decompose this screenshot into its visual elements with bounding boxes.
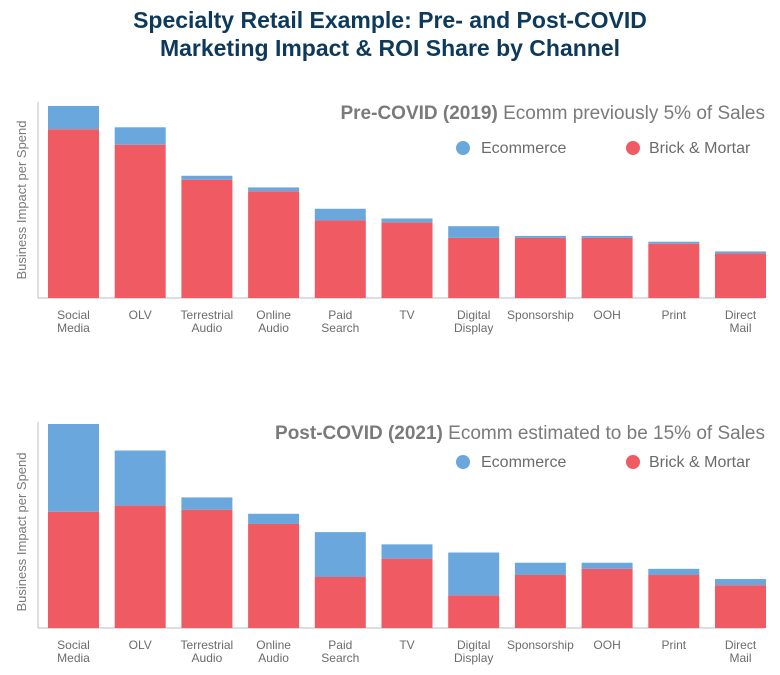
chart2-tick-label-direct-mail-line2: Mail bbox=[729, 651, 751, 665]
chart1-bar-ecommerce-sponsorship bbox=[514, 235, 566, 238]
chart1-bar-brick-mortar-online-audio bbox=[248, 191, 300, 298]
chart2-legend-ecommerce-label: Ecommerce bbox=[481, 454, 566, 471]
chart1-tick-label-digital-display-line1: Digital bbox=[457, 308, 490, 322]
chart2-tick-label-online-audio-line1: Online bbox=[256, 638, 291, 652]
chart1-tick-label-ooh: OOH bbox=[593, 308, 620, 322]
chart2-subtitle-bold: Post-COVID (2021) bbox=[275, 423, 448, 444]
chart1-tick-label-sponsorship: Sponsorship bbox=[507, 308, 574, 322]
chart1-tick-label-olv: OLV bbox=[129, 308, 152, 322]
chart1-bar-ecommerce-terrestrial-audio bbox=[181, 175, 233, 180]
chart1-bar-brick-mortar-ooh bbox=[581, 237, 633, 298]
chart2-tick-label-terrestrial-audio-line2: Audio bbox=[192, 651, 223, 665]
chart2-tick-label-digital-display-line2: Display bbox=[454, 651, 493, 665]
chart2-bar-brick-mortar-social-media bbox=[48, 511, 99, 628]
chart2-bar-ecommerce-olv bbox=[114, 450, 166, 506]
chart1-bar-brick-mortar-tv bbox=[381, 222, 433, 298]
chart2-tick-label-tv: TV bbox=[399, 638, 414, 652]
chart2-tick-label-social-media-line2: Media bbox=[57, 651, 90, 665]
chart1-subtitle-text: Ecomm previously 5% of Sales bbox=[503, 103, 765, 124]
chart2-subtitle: Post-COVID (2021) Ecomm estimated to be … bbox=[275, 423, 765, 444]
chart2-legend-brick-mortar-marker bbox=[626, 455, 640, 469]
chart2-bar-brick-mortar-paid-search bbox=[314, 577, 366, 628]
chart2-tick-label-online-audio-line2: Audio bbox=[258, 651, 289, 665]
chart1-bar-brick-mortar-print bbox=[648, 243, 700, 298]
chart1-tick-label-paid-search-line1: Paid bbox=[328, 308, 352, 322]
chart2-tick-label-direct-mail-line1: Direct bbox=[725, 638, 757, 652]
chart2-tick-label-paid-search-line1: Paid bbox=[328, 638, 352, 652]
chart1-bar-ecommerce-digital-display bbox=[448, 226, 500, 238]
chart1-tick-label-direct-mail-line1: Direct bbox=[725, 308, 757, 322]
chart1-bar-ecommerce-ooh bbox=[581, 235, 633, 238]
chart2-tick-label-ooh: OOH bbox=[593, 638, 620, 652]
chart1-bar-ecommerce-tv bbox=[381, 218, 433, 223]
chart2-bar-ecommerce-tv bbox=[381, 544, 433, 559]
chart1-bar-ecommerce-online-audio bbox=[248, 187, 300, 192]
chart1-bar-ecommerce-olv bbox=[114, 127, 166, 145]
chart1-bar-brick-mortar-terrestrial-audio bbox=[181, 179, 233, 298]
chart1-bar-ecommerce-social-media bbox=[48, 105, 99, 130]
chart1-tick-label-terrestrial-audio-line2: Audio bbox=[192, 321, 223, 335]
chart1-subtitle-bold: Pre-COVID (2019) bbox=[340, 103, 503, 124]
chart1-tick-label-direct-mail-line2: Mail bbox=[729, 321, 751, 335]
chart1-tick-label-online-audio-line1: Online bbox=[256, 308, 291, 322]
title-line-2: Marketing Impact & ROI Share by Channel bbox=[159, 35, 621, 61]
chart1-bar-ecommerce-print bbox=[648, 241, 700, 244]
chart1-bar-brick-mortar-direct-mail bbox=[715, 253, 766, 298]
chart1-tick-label-social-media-line1: Social bbox=[57, 308, 90, 322]
chart2-bar-ecommerce-ooh bbox=[581, 562, 633, 569]
chart2-bar-brick-mortar-digital-display bbox=[448, 595, 500, 628]
chart2-subtitle-text: Ecomm estimated to be 15% of Sales bbox=[448, 423, 765, 444]
chart2-bar-brick-mortar-tv bbox=[381, 558, 433, 628]
chart1-tick-label-paid-search-line2: Search bbox=[321, 321, 359, 335]
chart2-legend-brick-mortar-label: Brick & Mortar bbox=[649, 454, 751, 471]
chart1-tick-label-terrestrial-audio-line1: Terrestrial bbox=[181, 308, 234, 322]
chart2-tick-label-print: Print bbox=[661, 638, 686, 652]
chart1-bar-brick-mortar-paid-search bbox=[314, 220, 366, 298]
chart2-bar-brick-mortar-terrestrial-audio bbox=[181, 509, 233, 628]
chart1-bar-brick-mortar-social-media bbox=[48, 129, 99, 298]
chart1-tick-label-social-media-line2: Media bbox=[57, 321, 90, 335]
chart2-bar-ecommerce-terrestrial-audio bbox=[181, 497, 233, 510]
chart1-tick-label-tv: TV bbox=[399, 308, 414, 322]
chart2-tick-label-terrestrial-audio-line1: Terrestrial bbox=[181, 638, 234, 652]
chart2-bar-brick-mortar-sponsorship bbox=[514, 574, 566, 628]
chart2-tick-label-olv: OLV bbox=[129, 638, 152, 652]
chart1-legend-ecommerce-marker bbox=[456, 141, 470, 155]
chart-title: Specialty Retail Example: Pre- and Post-… bbox=[0, 6, 780, 62]
title-line-1: Specialty Retail Example: Pre- and Post-… bbox=[133, 7, 647, 33]
chart2-bar-ecommerce-digital-display bbox=[448, 552, 500, 596]
chart2-bar-brick-mortar-ooh bbox=[581, 568, 633, 628]
chart1-legend-brick-mortar-marker bbox=[626, 141, 640, 155]
chart2-bar-ecommerce-online-audio bbox=[248, 513, 300, 524]
chart1-tick-label-digital-display-line2: Display bbox=[454, 321, 493, 335]
chart1-y-axis-label: Business Impact per Spend bbox=[14, 121, 29, 280]
chart2-bar-ecommerce-print bbox=[648, 568, 700, 575]
chart1-bar-brick-mortar-olv bbox=[114, 144, 166, 298]
chart2-tick-label-paid-search-line2: Search bbox=[321, 651, 359, 665]
chart2-bar-ecommerce-social-media bbox=[48, 424, 99, 512]
chart2-y-axis-label: Business Impact per Spend bbox=[14, 453, 29, 612]
chart2-tick-label-digital-display-line1: Digital bbox=[457, 638, 490, 652]
chart2-tick-label-social-media-line1: Social bbox=[57, 638, 90, 652]
chart2-bar-brick-mortar-direct-mail bbox=[715, 585, 766, 628]
chart1-bar-ecommerce-direct-mail bbox=[715, 251, 766, 254]
chart1-bar-ecommerce-paid-search bbox=[314, 208, 366, 221]
chart1-tick-label-print: Print bbox=[661, 308, 686, 322]
chart2-tick-label-sponsorship: Sponsorship bbox=[507, 638, 574, 652]
chart2-bar-brick-mortar-online-audio bbox=[248, 523, 300, 628]
chart2-legend-ecommerce-marker bbox=[456, 455, 470, 469]
chart2-bar-brick-mortar-print bbox=[648, 574, 700, 628]
chart1-legend-brick-mortar-label: Brick & Mortar bbox=[649, 140, 751, 157]
chart2-bar-ecommerce-paid-search bbox=[314, 532, 366, 577]
chart1-bar-brick-mortar-sponsorship bbox=[514, 237, 566, 298]
chart1-subtitle: Pre-COVID (2019) Ecomm previously 5% of … bbox=[340, 103, 765, 124]
chart1-legend-ecommerce-label: Ecommerce bbox=[481, 140, 566, 157]
chart2-bar-brick-mortar-olv bbox=[114, 505, 166, 628]
chart1-bar-brick-mortar-digital-display bbox=[448, 237, 500, 298]
chart1-tick-label-online-audio-line2: Audio bbox=[258, 321, 289, 335]
chart2-bar-ecommerce-direct-mail bbox=[715, 579, 766, 586]
chart2-bar-ecommerce-sponsorship bbox=[514, 562, 566, 575]
